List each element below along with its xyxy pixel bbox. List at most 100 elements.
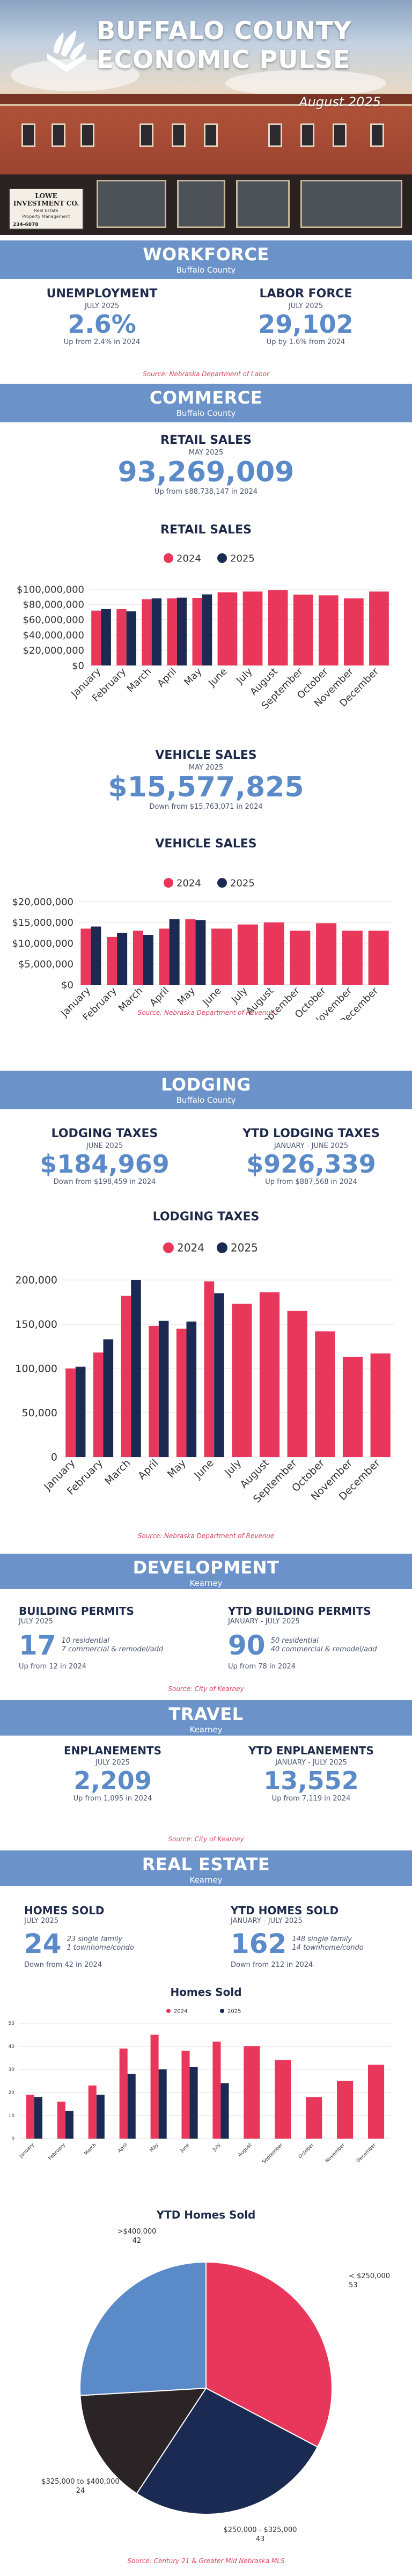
- stat-period: JUNE 2025: [86, 1142, 123, 1150]
- bar-2024-april: [119, 2048, 128, 2139]
- bar-2024-october: [315, 1331, 335, 1457]
- bar-2024-august: [263, 922, 284, 985]
- stat-value: 90: [228, 1630, 266, 1661]
- stat-labor-force: LABOR FORCE JULY 2025 29,102 Up by 1.6% …: [225, 287, 386, 346]
- building-cornice: [0, 94, 412, 106]
- stat-label: ENPLANEMENTS: [63, 1744, 162, 1757]
- stat-value: 13,552: [263, 1766, 359, 1795]
- y-tick-label: $40,000,000: [23, 630, 84, 641]
- y-tick-label: $15,000,000: [12, 917, 73, 928]
- chart-title: VEHICLE SALES: [155, 837, 257, 851]
- issue-date: August 2025: [299, 94, 381, 109]
- source-note: Source: Nebraska Department of Labor: [143, 370, 269, 378]
- bar-2025-may: [158, 2069, 167, 2139]
- bar-2024-june: [217, 592, 238, 665]
- stat-value: $15,577,825: [108, 771, 304, 803]
- pie-slice: [79, 2261, 207, 2396]
- detail-line: 148 single family: [292, 1935, 352, 1943]
- stat-note: Down from $15,763,071 in 2024: [149, 803, 263, 811]
- stat-note: Up from 2.4% in 2024: [63, 338, 141, 346]
- x-tick-label: June: [200, 985, 223, 1008]
- x-tick-label: June: [192, 1457, 216, 1482]
- y-tick-label: 10: [9, 2113, 15, 2119]
- sign-sub: Property Management: [22, 214, 70, 219]
- stat-ytd-building-permits: YTD BUILDING PERMITS JANUARY - JULY 2025: [228, 1605, 410, 1626]
- x-tick-label: May: [175, 985, 197, 1007]
- building-window: [172, 123, 186, 147]
- legend-marker-2025: [217, 553, 227, 563]
- legend-marker-2024: [166, 2009, 171, 2013]
- bar-2025-february: [126, 611, 136, 665]
- stat-value: 2.6%: [68, 310, 136, 339]
- stat-ytd-lodging-taxes: YTD LODGING TAXES JANUARY - JUNE 2025 $9…: [220, 1127, 402, 1186]
- chart-title: RETAIL SALES: [160, 523, 252, 537]
- bar-2024-july: [237, 924, 258, 985]
- stat-label: LODGING TAXES: [51, 1127, 158, 1140]
- stat-note: Up by 1.6% from 2024: [266, 338, 345, 346]
- legend-label-2025: 2025: [231, 1241, 258, 1254]
- source-note: Source: Nebraska Department of Revenue: [137, 1009, 275, 1016]
- bar-2024-january: [26, 2095, 34, 2139]
- stat-unemployment: UNEMPLOYMENT JULY 2025 2.6% Up from 2.4%…: [21, 287, 182, 346]
- stat-label: YTD HOMES SOLD: [231, 1904, 339, 1917]
- growth-logo-icon: [47, 30, 86, 72]
- x-tick-label: April: [148, 985, 171, 1009]
- bar-2025-january: [101, 609, 111, 665]
- source-note: Source: Century 21 & Greater Mid Nebrask…: [127, 2557, 285, 2565]
- pie-slice-value: 53: [349, 2281, 358, 2289]
- bar-2024-july: [232, 1304, 252, 1457]
- stat-note: Up from $88,738,147 in 2024: [154, 488, 258, 496]
- pie-slice: [79, 2387, 207, 2494]
- y-tick-label: $80,000,000: [23, 599, 84, 611]
- bar-2024-november: [337, 2081, 354, 2139]
- bar-2025-april: [127, 2074, 136, 2139]
- bar-2024-december: [369, 591, 389, 665]
- stat-note: Down from 212 in 2024: [231, 1961, 313, 1969]
- stat-note: Down from $198,459 in 2024: [53, 1178, 156, 1186]
- stat-note: Up from 78 in 2024: [228, 1663, 296, 1671]
- pie-slice: [136, 2387, 319, 2515]
- detail-line: 40 commercial & remodel/add: [270, 1645, 377, 1653]
- legend-marker-2024: [164, 553, 173, 563]
- bar-2024-february: [93, 1352, 104, 1457]
- section-header-workforce: WORKFORCE Buffalo County: [0, 240, 412, 279]
- bar-2024-september: [290, 931, 311, 985]
- x-tick-label: March: [83, 2142, 97, 2156]
- stat-note: Up from 12 in 2024: [19, 1663, 87, 1671]
- bar-2024-february: [116, 609, 127, 665]
- x-tick-label: October: [298, 2142, 315, 2160]
- pie-slice-label: >$400,000: [117, 2228, 157, 2236]
- bar-2025-april: [158, 1320, 169, 1457]
- stat-homes-sold: HOMES SOLD JULY 2025: [24, 1904, 201, 1925]
- stat-period: MAY 2025: [188, 449, 224, 457]
- bar-2025-march: [131, 1280, 141, 1457]
- legend-marker-2025: [217, 1242, 227, 1253]
- building-window: [268, 123, 282, 147]
- stat-label: YTD BUILDING PERMITS: [228, 1605, 371, 1618]
- stat-detail: 148 single family 14 townhome/condo: [292, 1935, 363, 1952]
- x-tick-label: July: [222, 1457, 244, 1479]
- stat-detail: 10 residential 7 commercial & remodel/ad…: [62, 1637, 164, 1654]
- section-title: TRAVEL: [168, 1704, 244, 1724]
- stat-period: JULY 2025: [84, 302, 120, 310]
- x-tick-label: March: [102, 1457, 133, 1488]
- section-title: DEVELOPMENT: [133, 1557, 279, 1578]
- stat-period: JULY 2025: [19, 1618, 54, 1626]
- section-subtitle: Buffalo County: [176, 408, 236, 418]
- y-tick-label: $0: [72, 660, 84, 671]
- x-tick-label: April: [155, 666, 179, 690]
- section-title: LODGING: [161, 1074, 251, 1095]
- bar-2024-september: [293, 594, 313, 665]
- bar-2024-march: [88, 2085, 97, 2139]
- bar-2024-august: [259, 1292, 280, 1457]
- detail-line: 23 single family: [67, 1935, 123, 1943]
- building-window: [333, 123, 347, 147]
- shop-window: [97, 180, 166, 228]
- x-tick-label: August: [237, 2142, 253, 2158]
- x-tick-label: June: [179, 2142, 191, 2154]
- y-tick-label: $0: [61, 979, 73, 991]
- shop-window: [300, 180, 402, 228]
- bar-2024-september: [287, 1311, 307, 1457]
- section-header-commerce: COMMERCE Buffalo County: [0, 384, 412, 422]
